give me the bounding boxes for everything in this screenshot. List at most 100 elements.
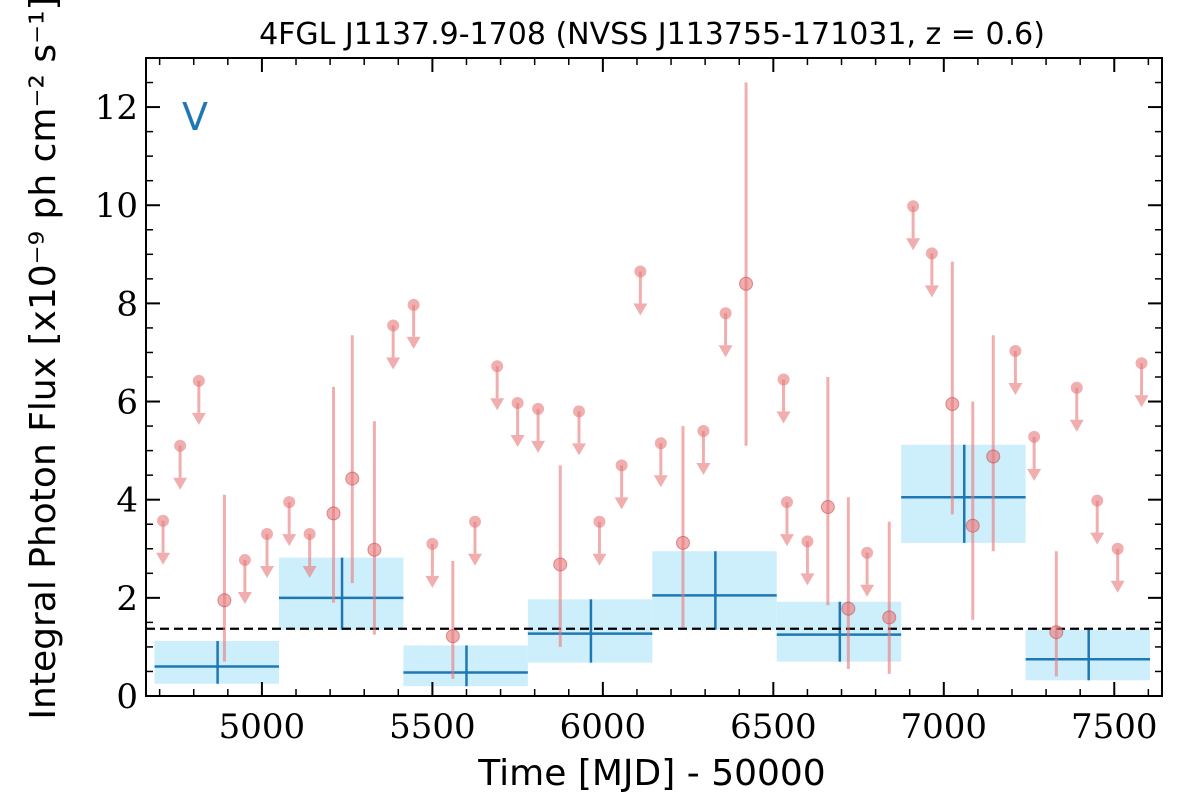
upper-limit-point-24: [861, 546, 874, 559]
y-tick-label-2: 4: [116, 481, 138, 521]
upper-limit-arrow-18: [653, 475, 668, 488]
detection-point-7: [739, 276, 754, 291]
upper-limit-arrow-29: [1069, 419, 1084, 432]
y-axis-label: Integral Photon Flux [x10⁻⁹ ph cm⁻² s⁻¹]: [23, 0, 64, 720]
upper-limit-point-12: [511, 397, 524, 410]
upper-limit-arrow-19: [696, 462, 711, 475]
x-tick-label-3: 6500: [730, 707, 817, 747]
upper-limit-arrow-32: [1134, 395, 1149, 408]
upper-limit-point-6: [303, 528, 316, 541]
upper-limit-point-3: [238, 554, 251, 567]
x-tick-label-2: 6000: [560, 707, 647, 747]
upper-limit-point-28: [1028, 430, 1041, 443]
upper-limit-arrow-17: [633, 303, 648, 316]
upper-limit-point-19: [697, 424, 710, 437]
upper-limit-point-20: [719, 307, 732, 320]
y-tick-label-3: 6: [116, 383, 138, 423]
upper-limit-arrow-10: [468, 553, 483, 566]
detection-point-4: [445, 629, 460, 644]
x-tick-label-1: 5500: [389, 707, 476, 747]
x-tick-label-5: 7500: [1071, 707, 1158, 747]
axes-layer: 5000 5500 6000 6500 7000 7500 0 2 4 6 8 10 12: [95, 57, 1163, 747]
upper-limit-arrow-11: [490, 398, 505, 411]
upper-limit-arrow-6: [302, 566, 317, 579]
upper-limit-point-15: [593, 515, 606, 528]
detection-point-13: [986, 449, 1001, 464]
x-tick-label-4: 7000: [901, 707, 988, 747]
upper-limit-point-30: [1091, 494, 1104, 507]
upper-limit-point-4: [261, 528, 274, 541]
upper-limit-point-7: [387, 319, 400, 332]
detection-point-14: [1049, 625, 1064, 640]
upper-limit-arrow-20: [718, 345, 733, 358]
detection-point-8: [820, 500, 835, 515]
detection-point-0: [217, 593, 232, 608]
upper-limit-point-25: [907, 200, 920, 213]
upper-limit-point-21: [777, 373, 790, 386]
upper-limit-arrow-30: [1090, 532, 1105, 545]
upper-limit-point-16: [615, 459, 628, 472]
upper-limit-arrow-1: [173, 477, 188, 490]
y-tick-label-6: 12: [95, 88, 138, 128]
upper-limit-arrow-8: [406, 336, 421, 349]
chart-title: 4FGL J1137.9-1708 (NVSS J113755-171031, …: [259, 17, 1045, 52]
y-tick-label-0: 0: [116, 677, 138, 717]
upper-limit-point-11: [491, 360, 504, 373]
detection-point-5: [553, 557, 568, 572]
upper-limit-point-23: [801, 535, 814, 548]
flux-points-layer: [156, 82, 1149, 679]
binned-flux-layer: [154, 444, 1151, 687]
upper-limit-arrow-13: [531, 440, 546, 453]
upper-limit-arrow-2: [191, 412, 206, 425]
upper-limit-arrow-0: [156, 552, 171, 565]
upper-limit-arrow-7: [386, 357, 401, 370]
y-tick-label-5: 10: [95, 186, 138, 226]
detection-point-6: [675, 535, 690, 550]
upper-limit-arrow-24: [860, 584, 875, 597]
upper-limit-point-31: [1111, 542, 1124, 555]
detection-point-12: [965, 518, 980, 533]
upper-limit-point-27: [1009, 344, 1022, 357]
upper-limit-point-32: [1135, 357, 1148, 370]
detection-point-3: [367, 542, 382, 557]
upper-limit-arrow-4: [260, 566, 275, 579]
upper-limit-arrow-9: [425, 575, 440, 588]
detection-point-1: [326, 506, 341, 521]
upper-limit-arrow-15: [592, 553, 607, 566]
detection-point-2: [345, 471, 360, 486]
upper-limit-point-26: [925, 247, 938, 260]
upper-limit-arrow-16: [614, 497, 629, 510]
upper-limit-point-17: [634, 265, 647, 278]
upper-limit-point-29: [1070, 381, 1083, 394]
upper-limit-arrow-5: [282, 534, 297, 547]
variability-annotation: V: [182, 95, 208, 139]
detection-point-10: [882, 610, 897, 625]
upper-limit-arrow-31: [1110, 580, 1125, 593]
upper-limit-point-22: [780, 496, 793, 509]
x-tick-label-0: 5000: [219, 707, 306, 747]
upper-limit-point-13: [532, 402, 545, 415]
detection-point-9: [841, 601, 856, 616]
upper-limit-point-18: [654, 437, 667, 450]
upper-limit-arrow-12: [510, 435, 525, 448]
upper-limit-point-5: [283, 496, 296, 509]
upper-limit-arrow-14: [571, 443, 586, 456]
upper-limit-arrow-21: [776, 411, 791, 424]
upper-limit-point-8: [407, 298, 420, 311]
y-tick-label-4: 8: [116, 284, 138, 324]
x-axis-label: Time [MJD] - 50000: [477, 753, 825, 794]
upper-limit-arrow-27: [1008, 382, 1023, 395]
upper-limit-arrow-22: [779, 534, 794, 547]
upper-limit-point-2: [192, 374, 205, 387]
upper-limit-arrow-3: [237, 592, 252, 605]
upper-limit-point-10: [469, 515, 482, 528]
upper-limit-point-14: [572, 405, 585, 418]
upper-limit-arrow-26: [924, 285, 939, 298]
upper-limit-arrow-28: [1027, 468, 1042, 481]
upper-limit-point-9: [426, 537, 439, 550]
upper-limit-point-0: [157, 514, 170, 527]
y-tick-label-1: 2: [116, 579, 138, 619]
upper-limit-arrow-23: [800, 573, 815, 586]
